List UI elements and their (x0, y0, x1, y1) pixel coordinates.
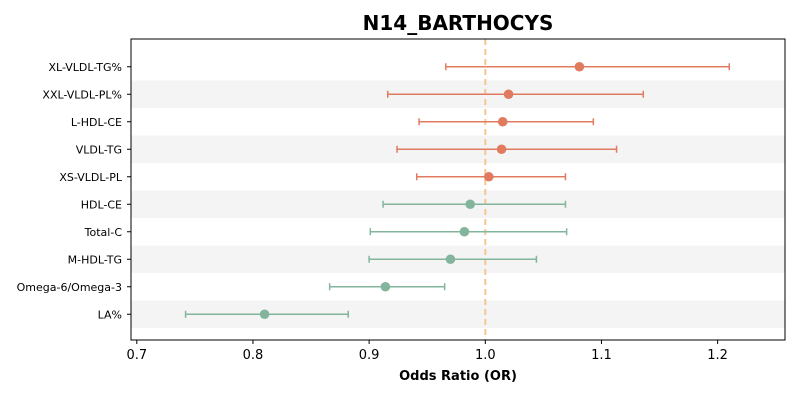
y-axis: XL-VLDL-TG% XXL-VLDL-PL% L-HDL-CE VLDL-TG XS… (17, 61, 131, 321)
y-tick-label: L-HDL-CE (71, 116, 122, 129)
y-tick-label: Omega-6/Omega-3 (17, 281, 122, 294)
data-row (328, 281, 446, 292)
point-estimate (465, 199, 475, 210)
point-estimate (459, 226, 470, 237)
y-tick-label: XL-VLDL-TG% (48, 61, 122, 74)
point-estimate (496, 144, 507, 155)
axes-frame (130, 38, 786, 341)
point-estimate (445, 254, 456, 265)
point-estimate (497, 116, 508, 127)
point-estimate (259, 309, 270, 320)
data-row (418, 116, 595, 127)
plot-frame (130, 38, 786, 341)
data-row (369, 226, 568, 237)
x-tick-label: 0.9 (359, 348, 380, 363)
y-tick-label: XXL-VLDL-PL% (42, 88, 122, 101)
data-row (184, 309, 349, 320)
x-tick-label: 0.8 (243, 348, 264, 363)
data-row (396, 144, 618, 155)
chart-title: N14_BARTHOCYS (363, 11, 554, 35)
data-row (382, 199, 567, 210)
data-row (416, 171, 567, 182)
data-row (445, 61, 730, 72)
point-estimate (380, 281, 391, 292)
point-estimate (483, 171, 494, 182)
data-marks (184, 61, 730, 320)
x-tick-label: 1.1 (591, 348, 612, 363)
point-estimate (503, 89, 514, 100)
y-tick-label: Total-C (84, 226, 123, 239)
x-axis: 0.7 0.8 0.9 1.0 1.1 1.2 (126, 340, 728, 363)
x-axis-label: Odds Ratio (OR) (399, 369, 517, 384)
x-tick-label: 1.2 (707, 348, 728, 363)
y-tick-label: VLDL-TG (76, 143, 122, 156)
x-tick-label: 0.7 (126, 348, 147, 363)
y-tick-label: LA% (98, 308, 122, 321)
y-tick-label: HDL-CE (81, 198, 122, 211)
data-row (368, 254, 538, 265)
data-row (386, 89, 645, 100)
y-tick-label: XS-VLDL-PL (59, 171, 123, 184)
point-estimate (574, 61, 585, 72)
x-tick-label: 1.0 (475, 348, 496, 363)
y-tick-label: M-HDL-TG (68, 253, 122, 266)
